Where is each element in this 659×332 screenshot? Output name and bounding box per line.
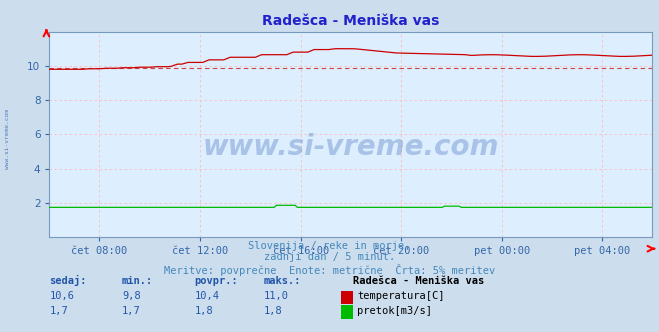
Text: min.:: min.:: [122, 276, 153, 286]
Text: sedaj:: sedaj:: [49, 275, 87, 286]
Text: www.si-vreme.com: www.si-vreme.com: [203, 133, 499, 161]
Text: Radešca - Meniška vas: Radešca - Meniška vas: [353, 276, 484, 286]
Text: Slovenija / reke in morje.: Slovenija / reke in morje.: [248, 241, 411, 251]
Text: 9,8: 9,8: [122, 291, 140, 301]
Text: zadnji dan / 5 minut.: zadnji dan / 5 minut.: [264, 252, 395, 262]
Text: 1,8: 1,8: [194, 306, 213, 316]
Text: Meritve: povprečne  Enote: metrične  Črta: 5% meritev: Meritve: povprečne Enote: metrične Črta:…: [164, 264, 495, 276]
Text: 11,0: 11,0: [264, 291, 289, 301]
Text: povpr.:: povpr.:: [194, 276, 238, 286]
Text: pretok[m3/s]: pretok[m3/s]: [357, 306, 432, 316]
Text: 1,7: 1,7: [49, 306, 68, 316]
Text: 10,4: 10,4: [194, 291, 219, 301]
Text: 1,8: 1,8: [264, 306, 282, 316]
Text: maks.:: maks.:: [264, 276, 301, 286]
Text: 1,7: 1,7: [122, 306, 140, 316]
Text: temperatura[C]: temperatura[C]: [357, 291, 445, 301]
Text: www.si-vreme.com: www.si-vreme.com: [5, 110, 11, 169]
Title: Radešca - Meniška vas: Radešca - Meniška vas: [262, 14, 440, 28]
Text: 10,6: 10,6: [49, 291, 74, 301]
